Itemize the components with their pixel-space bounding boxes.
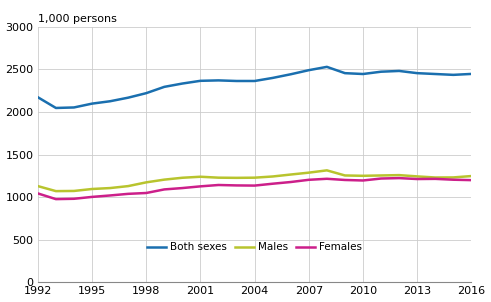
Both sexes bbox=[468, 72, 474, 76]
Both sexes bbox=[125, 96, 131, 99]
Both sexes bbox=[71, 106, 77, 109]
Females bbox=[162, 188, 167, 191]
Females bbox=[324, 177, 330, 181]
Males bbox=[270, 175, 275, 178]
Females bbox=[71, 197, 77, 201]
Both sexes bbox=[252, 79, 258, 83]
Females bbox=[107, 194, 113, 197]
Males bbox=[35, 184, 41, 188]
Females bbox=[89, 195, 95, 199]
Both sexes bbox=[306, 68, 312, 72]
Males bbox=[468, 174, 474, 178]
Both sexes bbox=[396, 69, 402, 73]
Both sexes bbox=[234, 79, 240, 83]
Females bbox=[468, 178, 474, 182]
Males bbox=[216, 176, 221, 179]
Males bbox=[414, 175, 420, 178]
Females bbox=[360, 179, 366, 182]
Both sexes bbox=[378, 70, 384, 73]
Both sexes bbox=[414, 71, 420, 75]
Males bbox=[324, 169, 330, 172]
Males bbox=[162, 178, 167, 182]
Males bbox=[450, 175, 456, 179]
Males bbox=[179, 176, 185, 180]
Males bbox=[125, 184, 131, 188]
Females bbox=[342, 178, 348, 182]
Females bbox=[396, 176, 402, 180]
Both sexes bbox=[89, 102, 95, 105]
Both sexes bbox=[432, 72, 438, 76]
Legend: Both sexes, Males, Females: Both sexes, Males, Females bbox=[143, 238, 366, 257]
Males bbox=[89, 187, 95, 191]
Both sexes bbox=[342, 71, 348, 75]
Females bbox=[125, 192, 131, 196]
Both sexes bbox=[450, 73, 456, 77]
Females bbox=[306, 178, 312, 182]
Females bbox=[197, 185, 203, 188]
Females bbox=[378, 177, 384, 180]
Females bbox=[234, 184, 240, 187]
Males bbox=[107, 186, 113, 190]
Both sexes bbox=[179, 82, 185, 85]
Line: Females: Females bbox=[38, 178, 471, 199]
Females bbox=[143, 191, 149, 195]
Females bbox=[179, 186, 185, 190]
Females bbox=[270, 182, 275, 185]
Males bbox=[71, 189, 77, 193]
Both sexes bbox=[53, 106, 59, 110]
Males bbox=[53, 189, 59, 193]
Females bbox=[216, 183, 221, 187]
Males bbox=[197, 175, 203, 178]
Both sexes bbox=[107, 99, 113, 103]
Females bbox=[35, 191, 41, 195]
Line: Both sexes: Both sexes bbox=[38, 67, 471, 108]
Both sexes bbox=[216, 79, 221, 82]
Males bbox=[143, 181, 149, 184]
Both sexes bbox=[288, 72, 294, 76]
Males bbox=[342, 174, 348, 177]
Males bbox=[378, 174, 384, 177]
Females bbox=[450, 178, 456, 182]
Both sexes bbox=[197, 79, 203, 83]
Females bbox=[432, 177, 438, 181]
Both sexes bbox=[324, 65, 330, 69]
Females bbox=[53, 197, 59, 201]
Both sexes bbox=[270, 76, 275, 80]
Text: 1,000 persons: 1,000 persons bbox=[38, 14, 117, 24]
Males bbox=[234, 176, 240, 180]
Both sexes bbox=[162, 85, 167, 89]
Males bbox=[252, 176, 258, 179]
Both sexes bbox=[35, 95, 41, 99]
Females bbox=[252, 184, 258, 188]
Males bbox=[360, 174, 366, 178]
Females bbox=[288, 180, 294, 184]
Males bbox=[396, 173, 402, 177]
Males bbox=[288, 173, 294, 176]
Both sexes bbox=[360, 72, 366, 76]
Males bbox=[306, 171, 312, 175]
Males bbox=[432, 176, 438, 179]
Both sexes bbox=[143, 91, 149, 95]
Females bbox=[414, 177, 420, 181]
Line: Males: Males bbox=[38, 170, 471, 191]
